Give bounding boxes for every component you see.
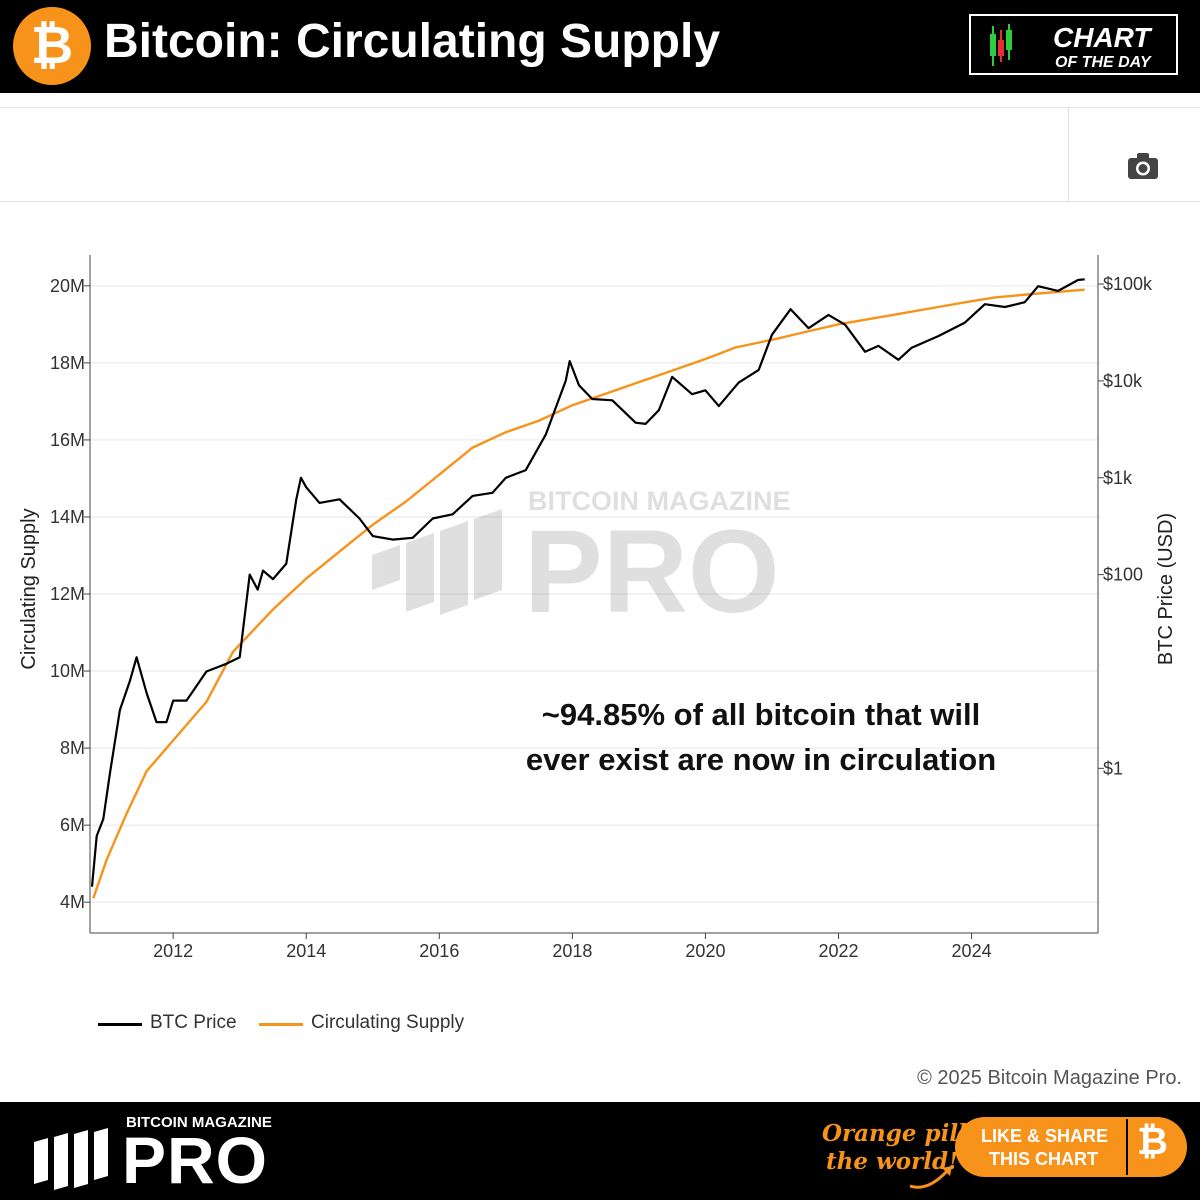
watermark-bars-icon [372,509,502,615]
y2-tick-label: $100k [1103,274,1153,294]
chart-of-the-day-badge: CHART OF THE DAY [969,14,1178,75]
y2-tick-label: $100 [1103,565,1143,585]
chart-toolbar [0,107,1200,202]
x-tick-label: 2020 [685,941,725,961]
y2-tick-label: $10k [1103,371,1143,391]
bitcoin-logo-icon: ₿ [13,7,91,85]
legend-supply-label[interactable]: Circulating Supply [311,1012,465,1033]
cta-line-1: LIKE & SHARE [981,1126,1109,1146]
x-tick-label: 2018 [552,941,592,961]
badge-line-2: OF THE DAY [1055,54,1151,71]
y-tick-label: 6M [60,815,85,835]
legend-supply-swatch [259,1023,303,1026]
y-tick-label: 16M [50,430,85,450]
watermark-small-text: BITCOIN MAGAZINE [528,486,791,516]
y2-axis-title: BTC Price (USD) [1155,513,1177,665]
annotation-line-1: ~94.85% of all bitcoin that will [542,697,980,732]
candlestick-icon [990,24,1012,66]
watermark-large-text: PRO [524,506,780,638]
slogan-line-2: the world! [826,1148,959,1175]
x-tick-label: 2012 [153,941,193,961]
y-axis-title: Circulating Supply [18,508,40,669]
legend-price-label[interactable]: BTC Price [150,1012,237,1033]
y-tick-label: 20M [50,276,85,296]
y-tick-label: 8M [60,738,85,758]
cta-line-2: THIS CHART [989,1149,1098,1169]
curved-arrow-icon [909,1166,952,1189]
slogan-line-1: Orange pill [822,1120,967,1147]
y-tick-label: 12M [50,584,85,604]
camera-icon[interactable] [1127,152,1159,180]
y-tick-label: 14M [50,507,85,527]
y-tick-label: 4M [60,892,85,912]
x-tick-label: 2022 [818,941,858,961]
x-tick-label: 2024 [952,941,992,961]
bitcoin-icon: ₿ [1137,1121,1168,1163]
x-tick-label: 2014 [286,941,326,961]
footer-bar: BITCOIN MAGAZINE PRO Orange pill the wor… [0,1102,1200,1200]
cta-separator [1126,1119,1128,1175]
brand-bars-icon [34,1128,108,1190]
header-bar: ₿ Bitcoin: Circulating Supply CHART OF T… [0,0,1200,93]
x-tick-label: 2016 [419,941,459,961]
like-share-button[interactable]: LIKE & SHARE THIS CHART ₿ [955,1117,1187,1177]
footer-brand-small: BITCOIN MAGAZINE [126,1114,272,1131]
y-tick-label: 10M [50,661,85,681]
page-title: Bitcoin: Circulating Supply [104,15,721,68]
supply-chart: BITCOIN MAGAZINE PRO 4M 6M 8M 10M 12M 14M 16M 1… [18,255,1177,961]
copyright-text: © 2025 Bitcoin Magazine Pro. [917,1067,1182,1089]
badge-line-1: CHART [1053,22,1151,53]
watermark: BITCOIN MAGAZINE PRO [372,486,791,638]
y2-tick-label: $1 [1103,758,1123,778]
y-tick-label: 18M [50,353,85,373]
supply-series-line [92,288,1085,899]
annotation-line-2: ever exist are now in circulation [526,742,996,777]
price-series-line [90,278,1085,887]
toolbar-divider [1068,108,1069,201]
y2-tick-label: $1k [1103,468,1133,488]
footer-brand-large: PRO [122,1123,269,1197]
legend-price-swatch [98,1023,142,1026]
